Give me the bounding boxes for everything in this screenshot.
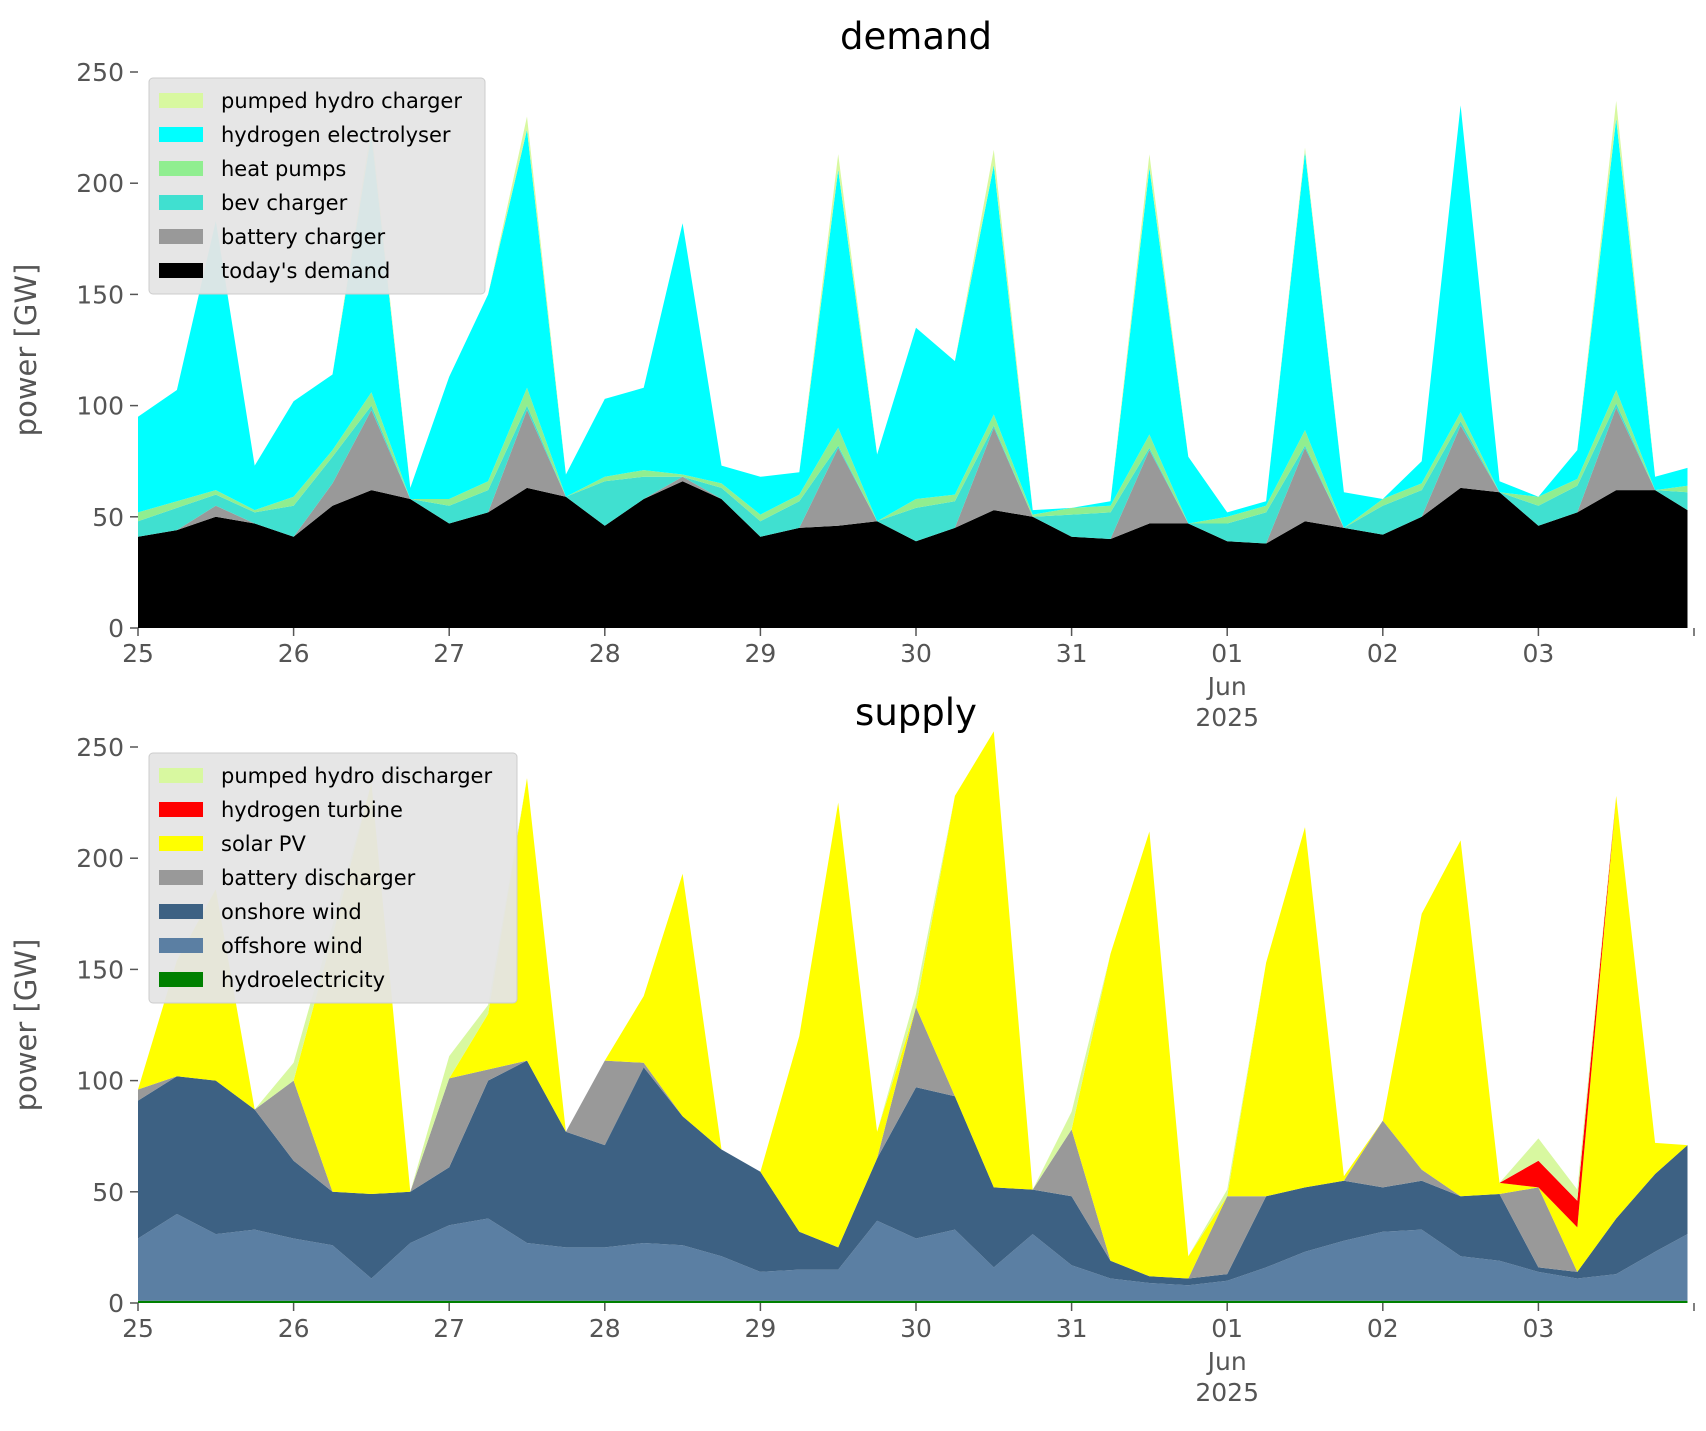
demand-x-tick-sublabel: 2025 [1195, 703, 1259, 732]
demand-legend-swatch-hydrogen-electrolyser [159, 127, 203, 142]
demand-areas [138, 100, 1688, 628]
supply-y-ticks: 0 50 100 150 200 250 [76, 733, 138, 1318]
demand-legend-box [148, 77, 486, 295]
demand-x-tick-label: 01 [1211, 639, 1243, 668]
supply-title: supply [855, 691, 977, 734]
demand-legend-label-today-s-demand: today's demand [221, 259, 390, 283]
supply-y-tick-label: 200 [76, 844, 124, 873]
supply-x-tick-label: 27 [433, 1314, 465, 1343]
demand-y-ticks: 0 50 100 150 200 250 [76, 58, 138, 643]
demand-area-today-s-demand [138, 481, 1688, 628]
demand-x-tick-label: 28 [589, 639, 621, 668]
demand-y-tick-label: 0 [108, 614, 124, 643]
demand-x-tick-label: 03 [1522, 639, 1554, 668]
demand-x-tick-label: 30 [900, 639, 932, 668]
demand-legend-label-hydrogen-electrolyser: hydrogen electrolyser [221, 123, 451, 147]
supply-area-offshore-wind [138, 1214, 1688, 1301]
supply-x-tick-label: 25 [122, 1314, 154, 1343]
supply-x-tick-label: 26 [278, 1314, 310, 1343]
supply-legend-box [148, 752, 518, 1004]
demand-x-tick-label: 31 [1056, 639, 1088, 668]
demand-legend-swatch-battery-charger [159, 229, 203, 244]
demand-y-tick-label: 150 [76, 280, 124, 309]
supply-area-battery-discharger [138, 1007, 1688, 1279]
supply-y-tick-label: 250 [76, 733, 124, 762]
supply-x-tick-label: 01 [1211, 1314, 1243, 1343]
demand-legend-swatch-bev-charger [159, 195, 203, 210]
supply-y-axis-label: power [GW] [9, 939, 43, 1112]
demand-y-tick-label: 250 [76, 58, 124, 87]
supply-panel: supply power [GW] 0 50 100 150 200 250 25 26 27… [9, 691, 1695, 1407]
supply-legend-label-onshore-wind: onshore wind [221, 900, 362, 924]
demand-y-tick-label: 50 [92, 503, 124, 532]
demand-legend: pumped hydro charger hydrogen electrolyse… [148, 77, 486, 295]
supply-y-tick-label: 100 [76, 1067, 124, 1096]
demand-legend-label-heat-pumps: heat pumps [221, 157, 346, 181]
demand-legend-label-battery-charger: battery charger [221, 225, 386, 249]
supply-area-onshore-wind [138, 1060, 1688, 1286]
demand-y-tick-label: 100 [76, 392, 124, 421]
supply-legend-label-hydroelectricity: hydroelectricity [221, 968, 385, 992]
supply-legend-label-offshore-wind: offshore wind [221, 934, 363, 958]
supply-legend-label-solar-pv: solar PV [221, 832, 306, 856]
supply-y-tick-label: 50 [92, 1178, 124, 1207]
supply-legend-swatch-hydrogen-turbine [159, 802, 203, 817]
demand-area-battery-charger [138, 407, 1688, 544]
demand-title: demand [840, 15, 992, 58]
supply-x-tick-label: 28 [589, 1314, 621, 1343]
supply-x-tick-label: 29 [744, 1314, 776, 1343]
supply-x-tick-label: 02 [1367, 1314, 1399, 1343]
supply-x-tick-label: 31 [1056, 1314, 1088, 1343]
supply-y-tick-label: 0 [108, 1289, 124, 1318]
demand-legend-label-bev-charger: bev charger [221, 191, 348, 215]
demand-x-tick-label: 02 [1367, 639, 1399, 668]
supply-legend-swatch-battery-discharger [159, 870, 203, 885]
supply-x-tick-sublabel: 2025 [1195, 1378, 1259, 1407]
supply-area-hydroelectricity [138, 1300, 1688, 1303]
supply-x-tick-sublabel: Jun [1206, 1347, 1247, 1376]
supply-x-tick-label: 30 [900, 1314, 932, 1343]
supply-legend-swatch-onshore-wind [159, 904, 203, 919]
demand-x-tick-label: 29 [744, 639, 776, 668]
supply-area-solar-pv [138, 731, 1688, 1279]
demand-legend-swatch-heat-pumps [159, 161, 203, 176]
demand-x-tick-label: 25 [122, 639, 154, 668]
supply-legend-label-battery-discharger: battery discharger [221, 866, 416, 890]
demand-legend-swatch-today-s-demand [159, 263, 203, 278]
supply-legend-label-pumped-hydro-discharger: pumped hydro discharger [221, 764, 492, 788]
supply-legend-swatch-offshore-wind [159, 938, 203, 953]
supply-areas [138, 731, 1688, 1303]
demand-x-tick-label: 27 [433, 639, 465, 668]
demand-legend-swatch-pumped-hydro-charger [159, 93, 203, 108]
demand-x-tick-sublabel: Jun [1206, 672, 1247, 701]
supply-legend-swatch-solar-pv [159, 836, 203, 851]
demand-panel: demand power [GW] 0 50 100 150 200 250 25 26 27… [9, 15, 1695, 732]
demand-area-bev-charger [138, 403, 1688, 544]
supply-y-tick-label: 150 [76, 955, 124, 984]
supply-legend-swatch-pumped-hydro-discharger [159, 768, 203, 783]
supply-legend-label-hydrogen-turbine: hydrogen turbine [221, 798, 403, 822]
supply-x-tick-label: 03 [1522, 1314, 1554, 1343]
supply-legend-swatch-hydroelectricity [159, 972, 203, 987]
demand-legend-label-pumped-hydro-charger: pumped hydro charger [221, 89, 462, 113]
demand-area-hydrogen-electrolyser [138, 105, 1688, 528]
demand-y-axis-label: power [GW] [9, 264, 43, 437]
supply-legend: pumped hydro discharger hydrogen turbine s… [148, 752, 518, 1004]
demand-x-tick-label: 26 [278, 639, 310, 668]
demand-y-tick-label: 200 [76, 169, 124, 198]
